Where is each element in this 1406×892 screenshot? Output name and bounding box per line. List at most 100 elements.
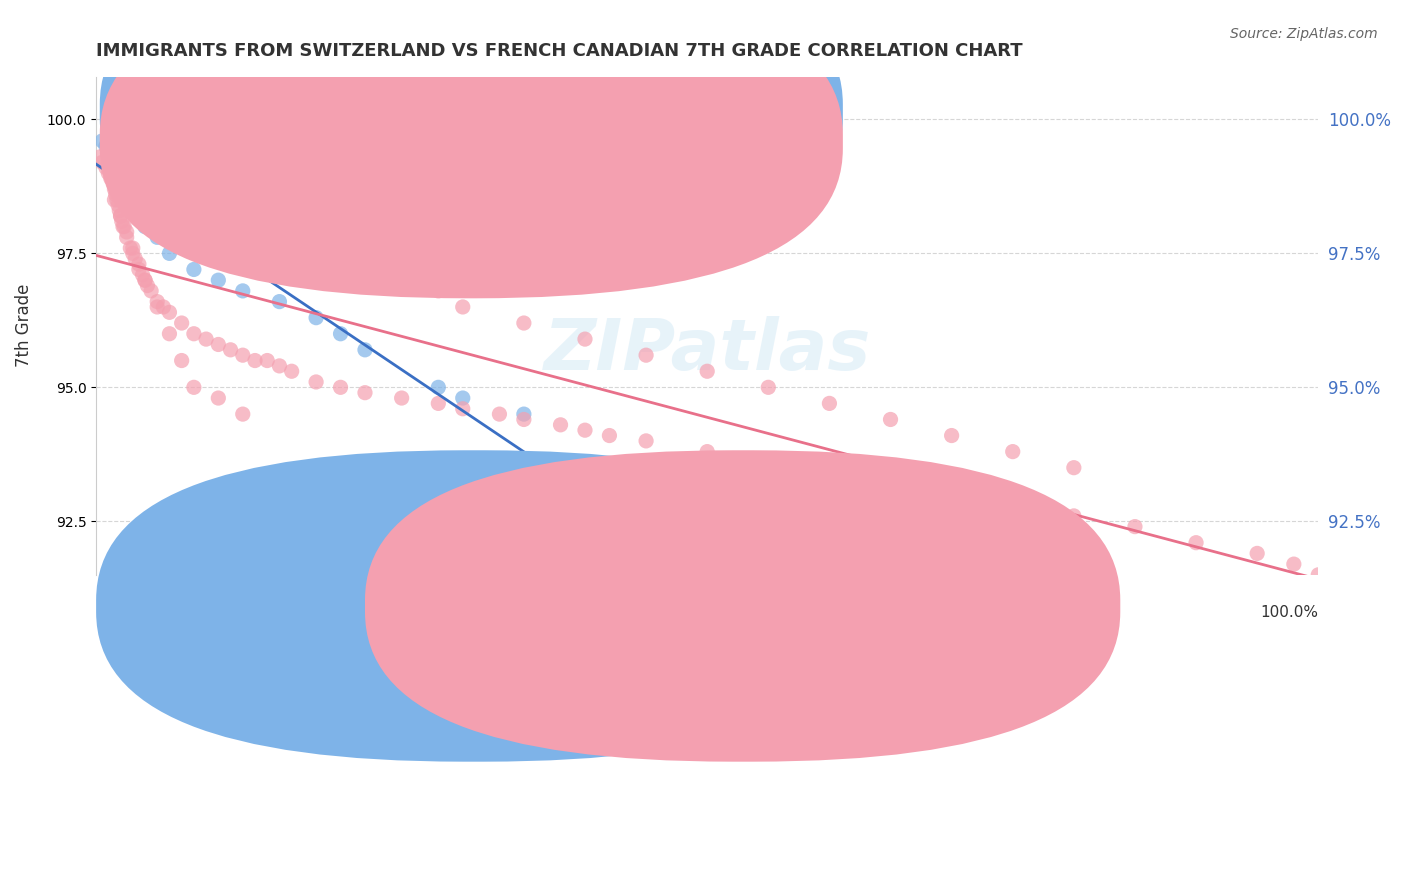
Point <box>243 353 266 368</box>
Point <box>818 396 841 410</box>
Point <box>110 166 132 180</box>
Point <box>488 407 510 421</box>
Point <box>1185 535 1208 549</box>
Point <box>1308 567 1330 582</box>
Point <box>104 155 127 169</box>
Point <box>112 219 135 234</box>
Point <box>391 262 413 277</box>
Point <box>103 150 125 164</box>
Point <box>232 284 254 298</box>
Point <box>1282 557 1305 571</box>
Point <box>427 380 450 394</box>
Point <box>305 310 328 325</box>
Point <box>128 209 150 223</box>
Point <box>391 391 413 405</box>
Point <box>598 428 620 442</box>
Point <box>159 305 181 319</box>
Point <box>103 193 125 207</box>
Point <box>111 219 134 234</box>
Point <box>1246 546 1268 560</box>
Point <box>1123 519 1146 533</box>
Point <box>170 353 193 368</box>
Point <box>104 187 127 202</box>
Point <box>100 171 122 186</box>
Point <box>1001 498 1024 512</box>
Point <box>101 145 124 159</box>
Text: ZIPatlas: ZIPatlas <box>544 316 870 385</box>
FancyBboxPatch shape <box>100 0 842 298</box>
Point <box>91 134 114 148</box>
Point <box>115 225 138 239</box>
Point <box>451 391 474 405</box>
Point <box>513 412 536 426</box>
Text: French Canadians: French Canadians <box>806 605 941 620</box>
Point <box>103 182 125 196</box>
Point <box>131 268 153 282</box>
Point <box>134 273 156 287</box>
Point <box>94 161 117 175</box>
Point <box>574 423 596 437</box>
Point <box>134 273 156 287</box>
Point <box>115 177 138 191</box>
Point <box>1001 444 1024 458</box>
Point <box>427 396 450 410</box>
Point <box>121 241 143 255</box>
Point <box>696 364 718 378</box>
Point <box>97 139 120 153</box>
FancyBboxPatch shape <box>366 450 1121 762</box>
Point <box>305 230 328 244</box>
Text: 0.0%: 0.0% <box>96 605 135 620</box>
Point <box>103 150 125 164</box>
Point <box>329 246 352 260</box>
Point <box>574 332 596 346</box>
Point <box>110 209 132 223</box>
Point <box>195 332 218 346</box>
Point <box>89 150 111 164</box>
Point <box>111 171 134 186</box>
Point <box>941 428 963 442</box>
Point <box>124 252 146 266</box>
Point <box>756 455 779 469</box>
Point <box>152 300 174 314</box>
FancyBboxPatch shape <box>100 0 842 268</box>
Point <box>269 294 291 309</box>
Point <box>136 278 159 293</box>
Point <box>183 380 205 394</box>
Point <box>636 434 658 448</box>
Point <box>134 219 156 234</box>
Point <box>756 380 779 394</box>
Point <box>105 193 128 207</box>
Point <box>879 476 901 491</box>
Text: Source: ZipAtlas.com: Source: ZipAtlas.com <box>1230 27 1378 41</box>
Point <box>146 230 169 244</box>
Point <box>232 348 254 362</box>
Point <box>115 230 138 244</box>
Point <box>329 326 352 341</box>
Point <box>121 246 143 260</box>
Point <box>513 316 536 330</box>
Point <box>305 375 328 389</box>
Point <box>94 139 117 153</box>
Point <box>207 273 229 287</box>
Point <box>121 193 143 207</box>
Text: R = 0.390   N = 29: R = 0.390 N = 29 <box>481 100 651 118</box>
Point <box>159 246 181 260</box>
Text: Immigrants from Switzerland: Immigrants from Switzerland <box>474 605 696 620</box>
Point <box>354 343 377 357</box>
Point <box>696 444 718 458</box>
Point <box>105 155 128 169</box>
Point <box>183 262 205 277</box>
Point <box>159 326 181 341</box>
Point <box>146 294 169 309</box>
Point <box>280 364 302 378</box>
Point <box>97 166 120 180</box>
Point <box>146 300 169 314</box>
Point <box>107 161 129 175</box>
Point <box>451 300 474 314</box>
Point <box>120 241 142 255</box>
Point <box>513 407 536 421</box>
Y-axis label: 7th Grade: 7th Grade <box>15 284 32 368</box>
Point <box>941 487 963 501</box>
Point <box>451 401 474 416</box>
Point <box>269 359 291 373</box>
